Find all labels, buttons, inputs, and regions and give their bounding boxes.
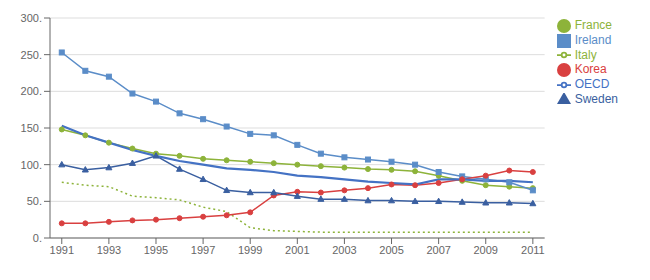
svg-text:100.: 100. (21, 159, 42, 171)
svg-text:2009: 2009 (473, 244, 497, 256)
svg-text:2011: 2011 (521, 244, 545, 256)
svg-text:300.: 300. (21, 12, 42, 24)
html-text:OECD: OECD (574, 77, 610, 92)
svg-text:2001: 2001 (285, 244, 309, 256)
html-text:Sweden: Sweden (574, 92, 618, 107)
svg-text:250.: 250. (21, 49, 42, 61)
svg-text:2005: 2005 (379, 244, 403, 256)
svg-text:150.: 150. (21, 122, 42, 134)
svg-text:50.: 50. (27, 195, 42, 207)
svg-text:2007: 2007 (426, 244, 450, 256)
html-text:Italy: Italy (574, 47, 597, 62)
svg-text:1999: 1999 (238, 244, 262, 256)
html-text:Korea: Korea (574, 62, 607, 77)
svg-text:2003: 2003 (332, 244, 356, 256)
svg-text:1993: 1993 (97, 244, 121, 256)
svg-text:200.: 200. (21, 85, 42, 97)
svg-text:1995: 1995 (144, 244, 168, 256)
html-text:France: France (574, 18, 612, 32)
svg-text:1997: 1997 (191, 244, 215, 256)
svg-text:1991: 1991 (50, 244, 74, 256)
html-text:Ireland: Ireland (574, 32, 612, 47)
svg-text:0.: 0. (33, 232, 42, 244)
